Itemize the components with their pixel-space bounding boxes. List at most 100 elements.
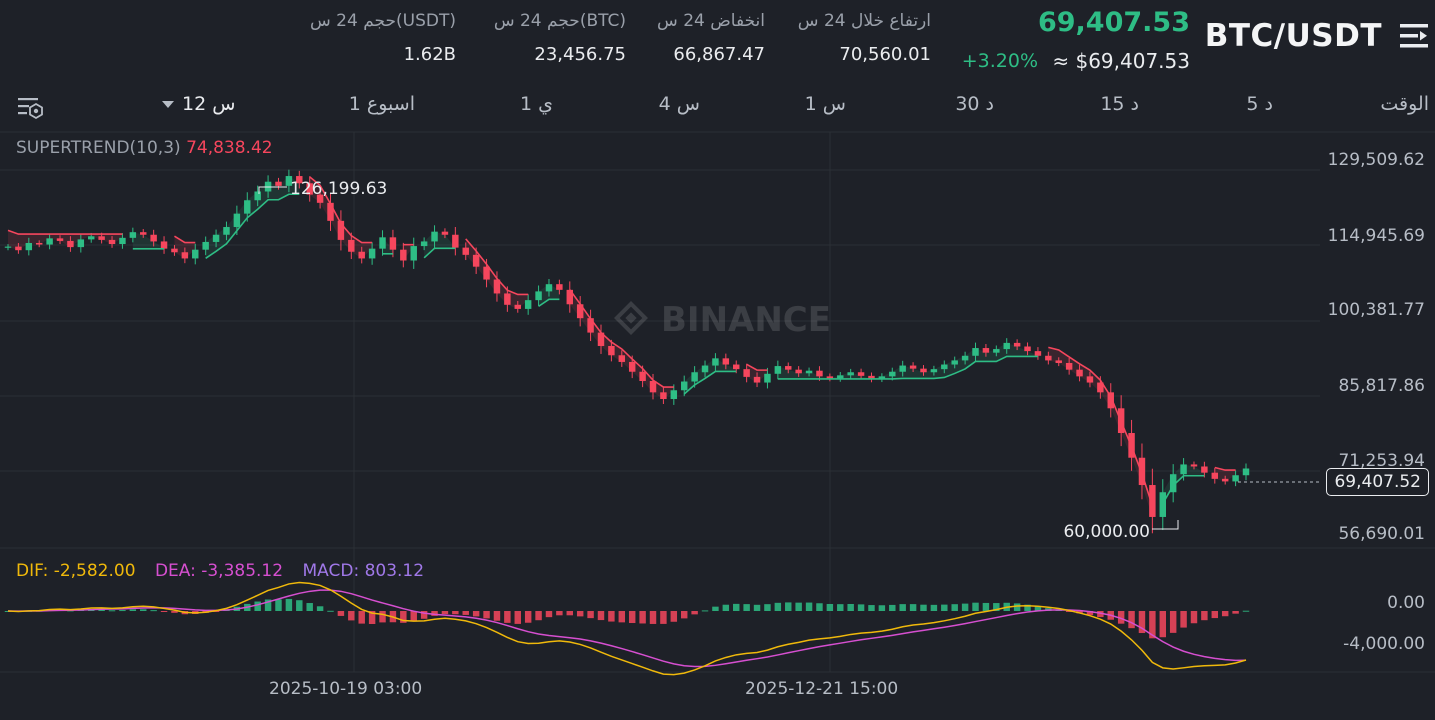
- macd-histogram-bar: [1086, 611, 1094, 616]
- candle-body: [296, 176, 303, 184]
- tab-1h[interactable]: 1 س: [804, 93, 846, 115]
- candle-body: [712, 358, 719, 366]
- candle-body: [587, 318, 594, 333]
- candle-body: [1034, 351, 1042, 356]
- price-chart[interactable]: BINANCE 126,199.63 60,000.00: [0, 130, 1435, 690]
- candle-body: [483, 266, 490, 280]
- supertrend-down-line: [569, 289, 674, 388]
- candle-body: [368, 248, 376, 259]
- menu-icon[interactable]: [1398, 20, 1430, 52]
- macd-histogram-bar: [98, 609, 105, 611]
- macd-histogram-bar: [816, 603, 823, 611]
- macd-histogram-bar: [1065, 611, 1073, 612]
- macd-histogram-bar: [878, 605, 886, 611]
- candle-body: [1232, 475, 1239, 482]
- candle-body: [212, 234, 220, 242]
- macd-histogram-bar: [1024, 604, 1031, 611]
- macd-histogram-bar: [920, 604, 927, 611]
- candle-body: [514, 304, 521, 309]
- macd-histogram-bar: [618, 611, 626, 623]
- macd-histogram-bar: [379, 611, 386, 623]
- macd-label: MACD: 803.12: [302, 561, 425, 581]
- candle-body: [982, 348, 990, 353]
- candle-body: [847, 372, 854, 376]
- usd-price: ≈ $69,407.53: [1052, 49, 1190, 73]
- price-axis-label: 85,817.86: [1338, 376, 1425, 396]
- macd-histogram-bar: [348, 611, 355, 621]
- supertrend-fill-area: [465, 238, 529, 309]
- macd-histogram-bar: [1232, 611, 1239, 614]
- candle-body: [785, 366, 792, 370]
- macd-histogram-bar: [889, 604, 896, 611]
- candle-body: [400, 249, 407, 261]
- macd-histogram-bar: [941, 604, 948, 611]
- tab-15m[interactable]: 15 د: [1100, 93, 1139, 115]
- candle-body: [1149, 485, 1156, 517]
- supertrend-down-line: [309, 176, 373, 244]
- macd-histogram-bar: [899, 604, 906, 611]
- macd-histogram-bar: [275, 599, 282, 611]
- macd-histogram-bar: [171, 611, 178, 613]
- macd-histogram-bar: [1242, 610, 1250, 612]
- macd-histogram-bar: [431, 611, 438, 616]
- tab-30m[interactable]: 30 د: [955, 93, 994, 115]
- supertrend-label: SUPERTREND(10,3) 74,838.42: [16, 138, 273, 158]
- supertrend-fill-area: [1048, 347, 1153, 517]
- candle-body: [680, 381, 688, 391]
- trading-pair-title[interactable]: BTC/USDT: [1204, 18, 1382, 54]
- candle-body: [108, 239, 116, 245]
- candle-body: [389, 237, 397, 250]
- candle-body: [1097, 382, 1104, 393]
- macd-histogram-bar: [129, 609, 137, 611]
- candle-body: [285, 176, 293, 186]
- macd-axis-label: -4,000.00: [1343, 634, 1425, 654]
- candle-body: [493, 279, 501, 294]
- candle-body: [618, 355, 626, 362]
- time-axis-label: 2025-10-19 03:00: [269, 679, 423, 699]
- macd-histogram-bar: [701, 610, 709, 612]
- macd-lines: [7, 581, 1247, 676]
- candle-body: [1211, 472, 1219, 479]
- macd-histogram-bar: [826, 603, 834, 611]
- supertrend-down-line: [7, 229, 123, 235]
- macd-histogram-bar: [140, 609, 147, 611]
- macd-histogram-bar: [316, 606, 324, 611]
- macd-histogram-bar: [1169, 611, 1177, 633]
- tab-4h[interactable]: 4 س: [658, 93, 700, 115]
- tab-5m[interactable]: 5 د: [1246, 93, 1273, 115]
- candle-body: [878, 376, 886, 379]
- candle-body: [722, 358, 730, 365]
- macd-histogram-bar: [556, 611, 563, 616]
- candle-body: [670, 390, 678, 400]
- supertrend-up-line: [205, 193, 300, 259]
- candle-body: [379, 237, 386, 249]
- supertrend-fill-area: [174, 236, 196, 259]
- macd-histogram-bar: [628, 611, 636, 624]
- candle-body: [753, 376, 761, 383]
- price-axis-label: 100,381.77: [1327, 300, 1425, 320]
- macd-histogram-bar: [212, 611, 220, 612]
- candle-body: [649, 381, 657, 393]
- supertrend-fill-area: [309, 176, 373, 259]
- tab-1w[interactable]: 1 اسبوع: [348, 93, 415, 115]
- tab-12h-dropdown[interactable]: 12 س: [162, 93, 235, 115]
- indicator-settings-icon[interactable]: [17, 96, 45, 120]
- macd-histogram-bar: [587, 611, 594, 619]
- candle-body: [202, 241, 209, 250]
- macd-histogram-bar: [1159, 611, 1166, 638]
- candle-body: [691, 372, 698, 382]
- price-axis-label: 56,690.01: [1338, 524, 1425, 544]
- tab-time[interactable]: الوقت: [1380, 93, 1429, 115]
- tab-1d[interactable]: 1 ي: [519, 93, 553, 115]
- macd-histogram-bar: [410, 611, 417, 621]
- candle-body: [119, 237, 126, 245]
- supertrend-up-line: [777, 355, 1038, 380]
- candle-body: [1201, 466, 1208, 473]
- macd-histogram-bar: [535, 611, 542, 621]
- macd-histogram-bar: [847, 603, 854, 611]
- macd-histogram-bar: [837, 604, 844, 611]
- macd-histogram-bar: [1128, 611, 1135, 629]
- candle-body: [1055, 360, 1062, 363]
- candle-body: [1190, 464, 1198, 467]
- supertrend-up-line: [423, 247, 456, 259]
